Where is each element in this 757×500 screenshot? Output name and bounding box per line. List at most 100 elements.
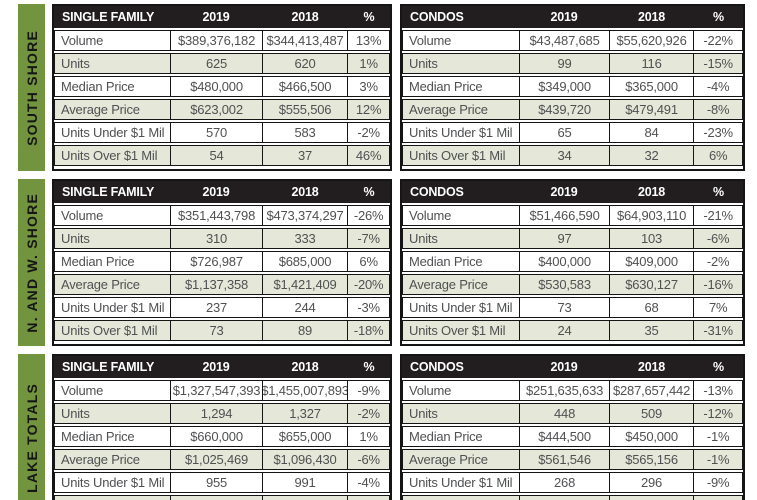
value-pct: -15% xyxy=(693,54,742,73)
value-2018: $479,491 xyxy=(608,100,694,119)
value-2018: 68 xyxy=(608,298,694,317)
column-header-2018: 2018 xyxy=(637,185,665,199)
row-label: Average Price xyxy=(409,452,488,467)
region-bar-south-shore: SOUTH SHORE xyxy=(18,4,45,171)
row-label: Units Under $1 Mil xyxy=(61,475,165,490)
table-row: Units 99 116 -15% xyxy=(402,53,743,74)
row-label: Average Price xyxy=(409,102,488,117)
table-header: SINGLE FAMILY 2019 2018 % xyxy=(54,356,390,378)
value-2019: $561,546 xyxy=(519,450,608,469)
table-row: Volume $43,487,685 $55,620,926 -22% xyxy=(402,30,743,51)
value-2019: 570 xyxy=(170,123,261,142)
table-row: Average Price $623,002 $555,506 12% xyxy=(54,99,390,120)
row-label: Units xyxy=(61,56,90,71)
table-title: SINGLE FAMILY xyxy=(62,10,155,24)
value-2019: 310 xyxy=(170,229,261,248)
value-2019: $400,000 xyxy=(519,252,608,271)
value-pct: 3% xyxy=(347,77,389,96)
value-pct: -2% xyxy=(347,404,389,423)
row-label: Units xyxy=(409,56,438,71)
column-header-2018: 2018 xyxy=(637,360,665,374)
row-label: Volume xyxy=(409,208,452,223)
table-row: Volume $251,635,633 $287,657,442 -13% xyxy=(402,380,743,401)
table-title: CONDOS xyxy=(410,360,464,374)
value-pct: -3% xyxy=(347,298,389,317)
value-2019: 24 xyxy=(519,321,608,340)
table-row: Units 310 333 -7% xyxy=(54,228,390,249)
table-south-shore-single-family: SINGLE FAMILY 2019 2018 % Volume $389,37… xyxy=(52,4,392,171)
table-row xyxy=(402,495,743,500)
value-2019: $480,000 xyxy=(170,77,261,96)
value-pct: -6% xyxy=(693,229,742,248)
value-2019: 625 xyxy=(170,54,261,73)
table-row: Units Under $1 Mil 73 68 7% xyxy=(402,297,743,318)
value-2019: $389,376,182 xyxy=(170,31,261,50)
value-pct: -6% xyxy=(347,450,389,469)
column-header-pct: % xyxy=(363,185,375,199)
table-row: Median Price $480,000 $466,500 3% xyxy=(54,76,390,97)
value-pct: 1% xyxy=(347,54,389,73)
table-header: CONDOS 2019 2018 % xyxy=(402,6,743,28)
column-header-2019: 2019 xyxy=(202,10,230,24)
row-label: Volume xyxy=(61,33,104,48)
row-label: Average Price xyxy=(61,102,140,117)
column-header-2019: 2019 xyxy=(550,10,578,24)
value-2019: 73 xyxy=(170,321,261,340)
value-2018: 84 xyxy=(608,123,694,142)
value-2018: 32 xyxy=(608,146,694,165)
table-row: Units Over $1 Mil 34 32 6% xyxy=(402,145,743,166)
value-pct: -1% xyxy=(693,450,742,469)
table-row: Units Over $1 Mil 54 37 46% xyxy=(54,145,390,166)
value-2018: 296 xyxy=(608,473,694,492)
value-2019: 65 xyxy=(519,123,608,142)
table-header: SINGLE FAMILY 2019 2018 % xyxy=(54,6,390,28)
row-label: Units xyxy=(61,406,90,421)
table-body: Volume $351,443,798 $473,374,297 -26% Un… xyxy=(54,205,390,343)
value-pct: -20% xyxy=(347,275,389,294)
row-label: Units xyxy=(409,231,438,246)
table-south-shore-condos: CONDOS 2019 2018 % Volume $43,487,685 $5… xyxy=(400,4,745,171)
value-2019: $351,443,798 xyxy=(170,206,261,225)
value-2018: $655,000 xyxy=(261,427,347,446)
region-label: LAKE TOTALS xyxy=(23,382,40,493)
table-header: CONDOS 2019 2018 % xyxy=(402,181,743,203)
value-2018: $555,506 xyxy=(261,100,347,119)
column-header-2018: 2018 xyxy=(637,10,665,24)
value-2018: $287,657,442 xyxy=(608,381,694,400)
row-label: Units Under $1 Mil xyxy=(409,300,513,315)
value-2018: $409,000 xyxy=(608,252,694,271)
column-header-2019: 2019 xyxy=(550,360,578,374)
column-header-pct: % xyxy=(713,360,724,374)
value-2019: $1,137,358 xyxy=(170,275,261,294)
value-pct: -2% xyxy=(347,123,389,142)
value-2019: $726,987 xyxy=(170,252,261,271)
row-label: Units Over $1 Mil xyxy=(61,148,158,163)
value-pct: -9% xyxy=(693,473,742,492)
region-bar-lake-totals: LAKE TOTALS xyxy=(18,354,45,500)
value-2019: $660,000 xyxy=(170,427,261,446)
table-body: Volume $43,487,685 $55,620,926 -22% Unit… xyxy=(402,30,743,168)
value-2019: $349,000 xyxy=(519,77,608,96)
region-bar-n-and-w-shore: N. AND W. SHORE xyxy=(18,179,45,346)
table-row: Average Price $530,583 $630,127 -16% xyxy=(402,274,743,295)
row-label: Median Price xyxy=(61,79,135,94)
value-2018: $473,374,297 xyxy=(261,206,347,225)
region-label: N. AND W. SHORE xyxy=(23,192,40,333)
table-row: Median Price $660,000 $655,000 1% xyxy=(54,426,390,447)
row-label: Median Price xyxy=(409,254,483,269)
table-row: Volume $351,443,798 $473,374,297 -26% xyxy=(54,205,390,226)
row-label: Median Price xyxy=(61,429,135,444)
value-2018: $630,127 xyxy=(608,275,694,294)
row-label: Units Under $1 Mil xyxy=(61,125,165,140)
row-label: Average Price xyxy=(409,277,488,292)
table-row: Volume $51,466,590 $64,903,110 -21% xyxy=(402,205,743,226)
table-row: Units Under $1 Mil 570 583 -2% xyxy=(54,122,390,143)
table-row: Average Price $1,137,358 $1,421,409 -20% xyxy=(54,274,390,295)
table-header: SINGLE FAMILY 2019 2018 % xyxy=(54,181,390,203)
value-pct: -26% xyxy=(347,206,389,225)
row-label xyxy=(403,496,519,500)
row-label xyxy=(55,496,170,500)
table-row: Average Price $1,025,469 $1,096,430 -6% xyxy=(54,449,390,470)
value-pct: -12% xyxy=(693,404,742,423)
table-row: Volume $389,376,182 $344,413,487 13% xyxy=(54,30,390,51)
